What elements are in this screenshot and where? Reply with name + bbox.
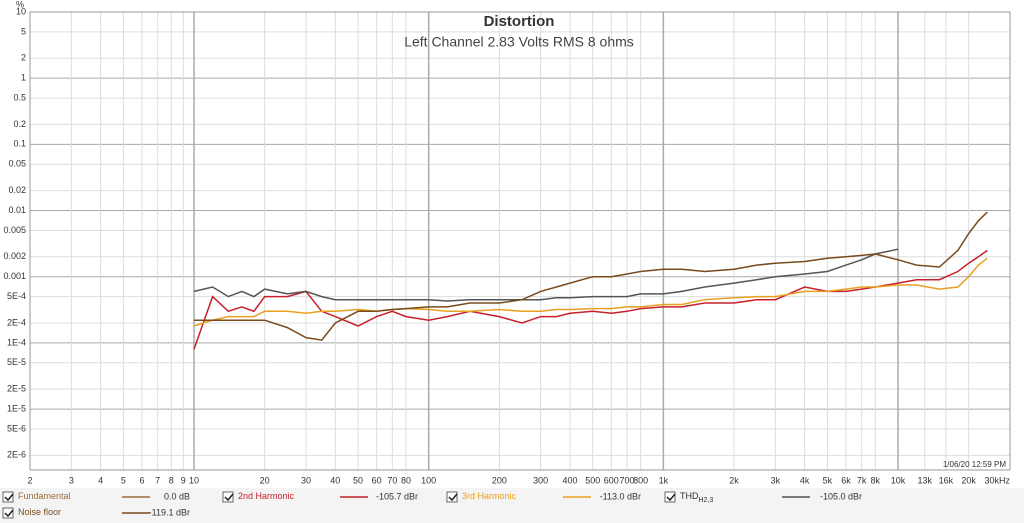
legend-check — [448, 493, 458, 502]
y-tick-label: 0.1 — [13, 139, 26, 149]
x-tick-label: 1k — [659, 475, 669, 485]
x-tick-label: 10 — [189, 475, 199, 485]
legend-name-sub: H2,3 — [699, 497, 714, 504]
y-tick-label: 2 — [21, 53, 26, 63]
legend-name-text: 3rd Harmonic — [462, 491, 517, 501]
legend-name-text: Noise floor — [18, 507, 61, 517]
y-tick-label: 2E-5 — [7, 384, 26, 394]
legend-name: 3rd Harmonic — [462, 491, 517, 501]
legend-name: Fundamental — [18, 491, 71, 501]
legend-name-text: 2nd Harmonic — [238, 491, 295, 501]
x-tick-label: 600 — [604, 475, 619, 485]
x-tick-label: 50 — [353, 475, 363, 485]
series-line — [193, 257, 988, 327]
x-tick-label: 6k — [841, 475, 851, 485]
x-tick-label: 300 — [533, 475, 548, 485]
y-tick-label: 2E-4 — [7, 317, 26, 327]
y-tick-label: 0.01 — [8, 205, 26, 215]
x-tick-label: 60 — [372, 475, 382, 485]
x-tick-label: 700 — [619, 475, 634, 485]
y-axis-label: % — [16, 0, 24, 9]
y-tick-label: 5 — [21, 26, 26, 36]
legend-reading: -105.0 dBr — [820, 491, 862, 501]
legend-checkbox — [664, 491, 676, 503]
legend-check — [4, 493, 14, 502]
legend-name: Noise floor — [18, 507, 61, 517]
legend-reading: -105.7 dBr — [376, 491, 418, 501]
x-tick-label: 16k — [939, 475, 954, 485]
x-tick-label: 3k — [771, 475, 781, 485]
y-tick-label: 2E-6 — [7, 450, 26, 460]
y-tick-label: 1 — [21, 73, 26, 83]
x-tick-label: 80 — [401, 475, 411, 485]
y-tick-label: 0.005 — [3, 225, 26, 235]
x-tick-label: 7 — [155, 475, 160, 485]
y-tick-label: 0.002 — [3, 251, 26, 261]
legend-checkbox — [446, 491, 458, 503]
series-line — [193, 248, 899, 302]
y-tick-label: 1E-4 — [7, 337, 26, 347]
y-tick-label: 1E-5 — [7, 403, 26, 413]
x-tick-label: 500 — [585, 475, 600, 485]
y-tick-label: 5E-6 — [7, 423, 26, 433]
x-tick-label: 4k — [800, 475, 810, 485]
x-tick-label: 200 — [492, 475, 507, 485]
legend-panel — [0, 488, 1024, 523]
legend-check — [224, 493, 234, 502]
series-line — [194, 211, 988, 341]
x-tick-label: 6 — [139, 475, 144, 485]
y-tick-label: 5E-4 — [7, 291, 26, 301]
x-tick-label: 20 — [260, 475, 270, 485]
x-tick-label: 800 — [633, 475, 648, 485]
x-tick-label: 20k — [961, 475, 976, 485]
legend-reading: 0.0 dB — [164, 491, 190, 501]
grid — [29, 11, 1011, 470]
x-tick-label: 400 — [562, 475, 577, 485]
y-tick-label: 0.05 — [8, 159, 26, 169]
x-tick-label: 5 — [121, 475, 126, 485]
x-tick-label: 8 — [169, 475, 174, 485]
x-tick-label: 5k — [823, 475, 833, 485]
y-tick-label: 0.02 — [8, 185, 26, 195]
x-tick-label: 8k — [871, 475, 881, 485]
y-tick-label: 0.2 — [13, 119, 26, 129]
legend-checkbox — [2, 491, 14, 503]
x-tick-label: 13k — [918, 475, 933, 485]
chart-title: Distortion — [484, 13, 555, 30]
x-tick-label: 100 — [421, 475, 436, 485]
legend-name-text: Fundamental — [18, 491, 71, 501]
plot-frame — [29, 11, 1011, 471]
x-tick-label: 10k — [891, 475, 906, 485]
x-tick-label: 2 — [27, 475, 32, 485]
timestamp: 1/06/20 12:59 PM — [943, 460, 1006, 469]
y-tick-label: 0.5 — [13, 92, 26, 102]
legend-checkbox — [222, 491, 234, 503]
x-tick-label: 7k — [857, 475, 867, 485]
legend-reading: -113.0 dBr — [600, 491, 641, 501]
x-tick-label: 40 — [330, 475, 340, 485]
x-tick-label: 30kHz — [984, 475, 1010, 485]
x-tick-label: 4 — [98, 475, 103, 485]
legend-name: THDH2,3 — [680, 491, 713, 503]
chart-subtitle: Left Channel 2.83 Volts RMS 8 ohms — [404, 34, 634, 50]
legend-checkbox — [2, 507, 14, 519]
x-tick-label: 3 — [69, 475, 74, 485]
x-tick-label: 2k — [729, 475, 739, 485]
legend-reading: -119.1 dBr — [149, 507, 190, 517]
y-tick-label: 5E-5 — [7, 357, 26, 367]
legend-name-text: THD — [680, 491, 699, 501]
y-tick-label: 10 — [16, 6, 26, 16]
x-tick-label: 30 — [301, 475, 311, 485]
legend-check — [4, 509, 14, 518]
y-tick-label: 0.001 — [3, 271, 26, 281]
x-tick-label: 70 — [387, 475, 397, 485]
x-tick-label: 9 — [181, 475, 186, 485]
legend-name: 2nd Harmonic — [238, 491, 295, 501]
legend-check — [666, 493, 676, 502]
